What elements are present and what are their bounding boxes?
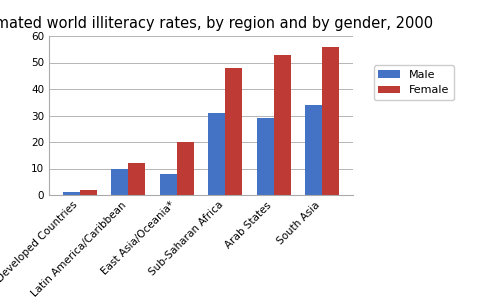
Bar [160,174,177,195]
Bar [322,46,339,195]
Legend: Male, Female: Male, Female [373,65,454,100]
Bar [225,68,242,195]
Bar [257,118,273,195]
Bar [273,55,291,195]
Bar [80,190,97,195]
Title: Estimated world illiteracy rates, by region and by gender, 2000: Estimated world illiteracy rates, by reg… [0,16,434,31]
Bar [63,192,80,195]
Bar [111,169,128,195]
Bar [128,163,145,195]
Bar [177,142,194,195]
Bar [208,113,225,195]
Bar [305,105,322,195]
